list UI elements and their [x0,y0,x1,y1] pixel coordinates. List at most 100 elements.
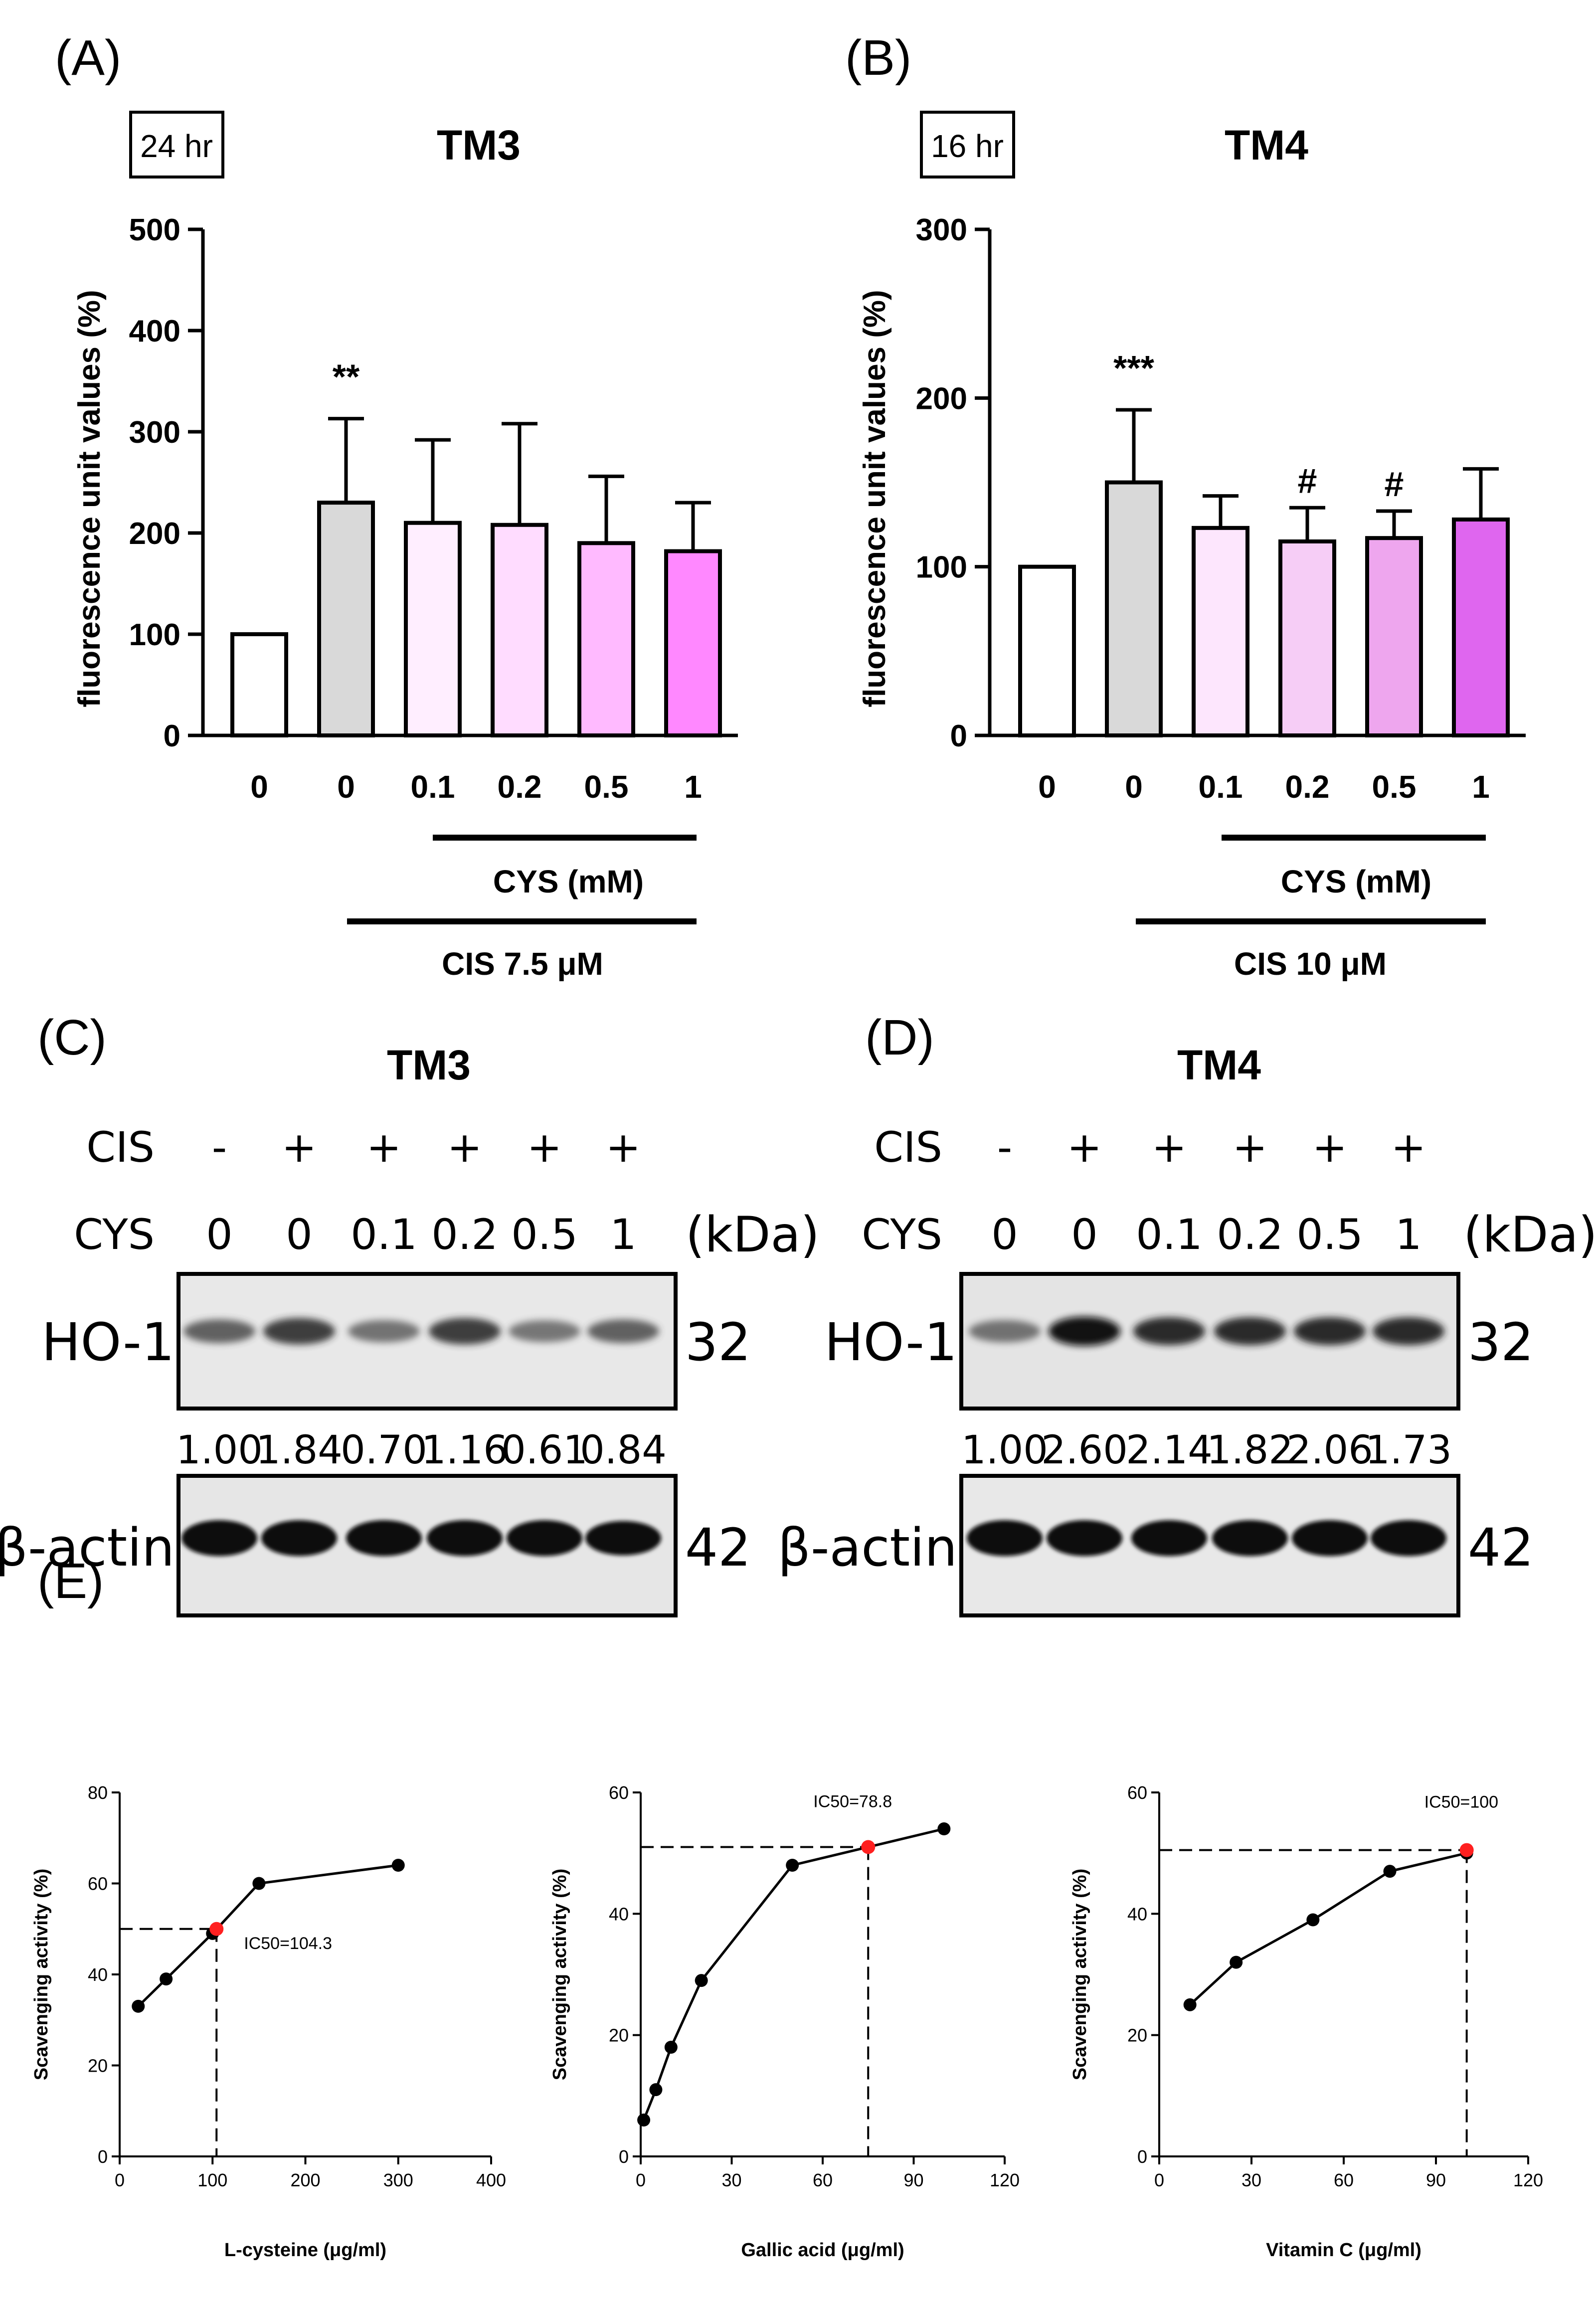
cys-doses-d: 0 0 0.1 0.2 0.5 1 [991,1210,1421,1259]
ho1-bands-d [969,1316,1444,1346]
panel-label-e: (E) [37,1553,104,1609]
y-tick-label-b-1: 100 [916,550,967,585]
kda-label-d: (kDa) [1463,1207,1596,1263]
ho1-band-d-3 [1214,1317,1286,1345]
actin-band-d-4 [1292,1520,1368,1556]
line-chart-e1: 0 20 40 60 80 0 100 200 300 400 L-cysteine (μg/ml)… [31,1782,506,2261]
cis-sign-c-0: - [212,1123,227,1172]
actin-band-d-5 [1371,1520,1446,1556]
actin-band-d-0 [967,1520,1043,1556]
quant-value-c-2: 0.70 [341,1428,427,1473]
x-tick-label-e3-0: 0 [1154,2170,1164,2190]
quant-value-d-5: 1.73 [1365,1428,1452,1473]
x-tick-label-e2-4: 120 [990,2170,1020,2190]
y-tick-label-e3-1: 20 [1127,2025,1147,2046]
actin-band-d-2 [1131,1520,1207,1556]
cys-doses-c: 0 0 0.1 0.2 0.5 1 [206,1210,636,1259]
quant-values-d: 1.002.602.141.822.061.73 [961,1428,1452,1473]
cis-sign-c-5: + [606,1123,641,1172]
cys-dose-c-1: 0 [286,1210,312,1259]
cys-dose-d-3: 0.2 [1217,1210,1283,1259]
x-tick-label-e1-1: 100 [197,2170,227,2190]
cys-dose-d-1: 0 [1071,1210,1097,1259]
x-tick-label-e3-1: 30 [1241,2170,1261,2190]
time-label-a: 24 hr [140,128,213,164]
significance-a-1: ** [333,357,360,396]
time-box-a [129,111,224,178]
data-point-e2-4 [786,1859,799,1872]
ho1-band-c-1 [263,1318,335,1345]
data-point-e1-0 [132,1999,145,2013]
data-point-e2-3 [695,1974,708,1987]
x-tick-label-a-4: 0.5 [584,769,629,805]
cis-sign-c-1: + [282,1123,317,1172]
ho1-kda-c: 32 [685,1312,751,1373]
ho1-band-d-2 [1133,1317,1205,1345]
x-tick-label-a-0: 0 [250,769,268,805]
significance-b-3: # [1298,461,1317,500]
line-chart-e3: 0 20 40 60 0 30 60 90 120 Vitamin C (μg/ml) Scaven… [1069,1782,1543,2261]
ho1-band-c-0 [183,1319,255,1343]
panel-label-d: (D) [865,1010,934,1065]
ic50-point-e3 [1459,1843,1474,1857]
y-axis-label-b: fluorescence unit values (%) [858,290,892,707]
cis-sign-d-1: + [1067,1123,1102,1172]
bar-a-1 [317,501,375,737]
actin-band-d-3 [1212,1520,1288,1556]
x-tick-label-e1-0: 0 [115,2170,125,2190]
cys-dose-c-2: 0.1 [351,1210,417,1259]
ho1-band-d-1 [1049,1316,1120,1346]
quant-value-c-0: 1.00 [176,1428,263,1473]
cis-sign-d-4: + [1312,1123,1347,1172]
significance-b-4: # [1385,465,1404,504]
y-tick-label-b-0: 0 [950,719,967,753]
cis-sign-d-0: - [997,1123,1012,1172]
ho1-band-c-2 [348,1320,420,1343]
bar-b-2 [1192,526,1249,737]
actin-band-d-1 [1047,1520,1122,1556]
cys-label-a: CYS (mM) [493,864,644,899]
y-tick-label-a-5: 500 [129,213,180,247]
cys-row-label-c: CYS [74,1210,155,1259]
bar-b-5 [1452,517,1510,738]
y-axis-label-a: fluorescence unit values (%) [72,290,107,707]
bar-b-3 [1278,539,1336,737]
x-tick-label-b-2: 0.1 [1199,769,1243,805]
cys-dose-d-5: 1 [1395,1210,1421,1259]
actin-bands-d [967,1520,1446,1556]
y-tick-label-a-4: 400 [129,314,180,349]
cys-dose-c-5: 1 [610,1210,636,1259]
quant-value-c-3: 1.16 [421,1428,508,1473]
chart-title-a: TM3 [437,122,521,169]
ic50-label-e3: IC50=100 [1424,1793,1498,1812]
quant-value-d-4: 2.06 [1286,1428,1373,1473]
cis-row-label-d: CIS [874,1123,942,1172]
data-point-e2-1 [649,2083,663,2097]
time-label-b: 16 hr [931,128,1004,164]
cis-sign-d-5: + [1391,1123,1426,1172]
bars-a: ** [230,357,722,738]
line-chart-e2: 0 20 40 60 0 30 60 90 120 Gallic acid (μg/ml) Scav… [549,1782,1020,2261]
chart-title-b: TM4 [1225,122,1308,169]
actin-band-c-4 [507,1520,582,1556]
ic50-point-e2 [861,1840,876,1854]
x-axis-label-e1: L-cysteine (μg/ml) [224,2240,386,2261]
x-tick-label-e3-2: 60 [1334,2170,1354,2190]
cys-dose-d-2: 0.1 [1136,1210,1203,1259]
panel-label-c: (C) [37,1010,107,1065]
cis-signs-d: - + + + + + [997,1123,1426,1172]
y-tick-label-a-1: 100 [129,618,180,652]
series-line-e3 [1189,1852,1467,2006]
ho1-band-c-5 [587,1319,659,1343]
ho1-membrane-d [959,1272,1460,1411]
data-point-e1-3 [252,1877,266,1890]
actin-band-c-1 [261,1520,337,1556]
cys-dose-d-4: 0.5 [1296,1210,1363,1259]
actin-label-d: β-actin [778,1517,957,1578]
quant-value-d-2: 2.14 [1126,1428,1213,1473]
x-tick-label-a-5: 1 [684,769,702,805]
cys-dose-d-0: 0 [991,1210,1018,1259]
x-tick-label-b-4: 0.5 [1372,769,1417,805]
quant-value-d-0: 1.00 [961,1428,1048,1473]
cys-dose-c-4: 0.5 [511,1210,578,1259]
